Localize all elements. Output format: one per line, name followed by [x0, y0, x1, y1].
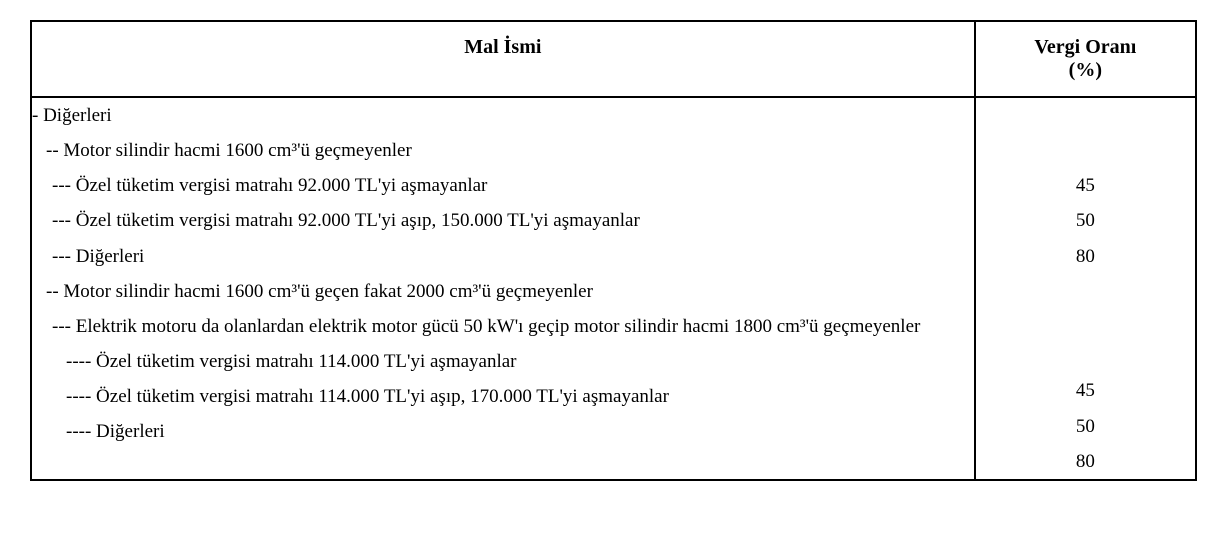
row-text: ---- Diğerleri — [32, 414, 974, 449]
rate-value: 50 — [976, 409, 1195, 444]
rate-cell: 45 50 80 45 50 80 — [975, 97, 1196, 480]
row-text: --- Diğerleri — [32, 239, 974, 274]
rate-value: 80 — [976, 444, 1195, 479]
col-header-rate: Vergi Oranı (%) — [975, 21, 1196, 97]
rate-value: 45 — [976, 168, 1195, 203]
rate-value: 50 — [976, 203, 1195, 238]
row-text: -- Motor silindir hacmi 1600 cm³'ü geçen… — [32, 274, 974, 309]
row-text: -- Motor silindir hacmi 1600 cm³'ü geçme… — [32, 133, 974, 168]
col-header-rate-line2: (%) — [1069, 59, 1102, 81]
rate-value: 80 — [976, 239, 1195, 274]
col-header-rate-line1: Vergi Oranı — [1034, 36, 1136, 58]
tax-table: Mal İsmi Vergi Oranı (%) - Diğerleri -- … — [30, 20, 1197, 481]
rate-value: 45 — [976, 373, 1195, 408]
rate-value — [976, 309, 1195, 374]
row-text: --- Özel tüketim vergisi matrahı 92.000 … — [32, 203, 974, 238]
rate-value — [976, 98, 1195, 133]
row-text: --- Elektrik motoru da olanlardan elektr… — [52, 316, 920, 337]
table-header-row: Mal İsmi Vergi Oranı (%) — [31, 21, 1196, 97]
rate-value — [976, 274, 1195, 309]
table-body-row: - Diğerleri -- Motor silindir hacmi 1600… — [31, 97, 1196, 480]
row-text: ---- Özel tüketim vergisi matrahı 114.00… — [32, 344, 974, 379]
rate-value — [976, 133, 1195, 168]
row-text: - Diğerleri — [32, 98, 974, 133]
col-header-name-text: Mal İsmi — [464, 36, 541, 58]
col-header-name: Mal İsmi — [31, 21, 975, 97]
row-text-wrapped: --- Elektrik motoru da olanlardan elektr… — [32, 309, 974, 344]
row-text: --- Özel tüketim vergisi matrahı 92.000 … — [32, 168, 974, 203]
name-cell: - Diğerleri -- Motor silindir hacmi 1600… — [31, 97, 975, 480]
row-text: ---- Özel tüketim vergisi matrahı 114.00… — [32, 379, 974, 414]
